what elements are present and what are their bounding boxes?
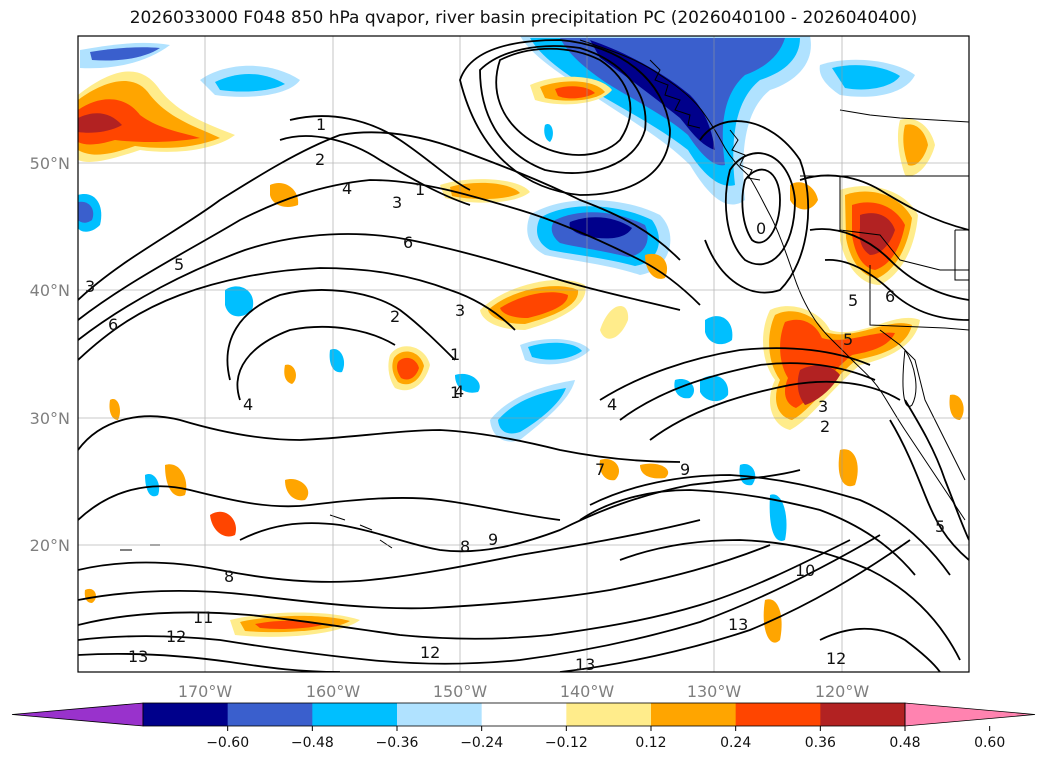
lon-label: 120°W [815, 682, 870, 701]
contour-label: 8 [224, 567, 234, 586]
contour-label: 5 [843, 330, 853, 349]
contour-labels: 1 2 4 3 1 6 5 3 6 2 3 1 1 4 4 4 5 6 5 3 … [85, 115, 945, 674]
contour-label: 4 [342, 179, 352, 198]
contour-label: 3 [455, 301, 465, 320]
contour-label: 4 [454, 382, 464, 401]
colorbar-segment [651, 703, 737, 726]
colorbar-tick-label: −0.60 [206, 735, 249, 751]
contour-label: 7 [595, 460, 605, 479]
colorbar-tick-label: −0.48 [291, 735, 334, 751]
lat-axis: 50°N 40°N 30°N 20°N [30, 154, 70, 555]
contour-label: 12 [166, 627, 186, 646]
contour-label: 5 [935, 517, 945, 536]
colorbar-segment [481, 703, 567, 726]
contour-lines [78, 39, 969, 672]
lat-label: 30°N [30, 409, 70, 428]
contour-label: 12 [826, 649, 846, 668]
contour-label: 1 [316, 115, 326, 134]
contour-label: 11 [193, 608, 213, 627]
contour-label: 6 [108, 315, 118, 334]
contour-label: 1 [450, 345, 460, 364]
lon-axis: 170°W 160°W 150°W 140°W 130°W 120°W [178, 682, 870, 701]
contour-label: 9 [680, 460, 690, 479]
contour-label: 2 [820, 417, 830, 436]
colorbar-segment [735, 703, 821, 726]
contour-label: 5 [848, 291, 858, 310]
contour-label: 2 [390, 307, 400, 326]
contour-label: 13 [128, 647, 148, 666]
colorbar-segment [143, 703, 229, 726]
colorbar-segment [820, 703, 906, 726]
colorbar-segment [227, 703, 313, 726]
colorbar-tick-label: 0.60 [974, 735, 1005, 751]
contour-label: 9 [488, 530, 498, 549]
shading-layer [78, 36, 964, 643]
contour-label: 3 [85, 277, 95, 296]
lon-label: 150°W [433, 682, 488, 701]
contour-label: 1 [415, 180, 425, 199]
contour-label: 6 [403, 233, 413, 252]
colorbar-tick-label: 0.36 [805, 735, 836, 751]
contour-label: 4 [243, 395, 253, 414]
colorbar-tick-label: 0.24 [720, 735, 751, 751]
contour-label: 3 [392, 193, 402, 212]
plot-frame [77, 35, 970, 673]
contour-label: 6 [885, 287, 895, 306]
contour-label: 4 [607, 395, 617, 414]
contour-label: 2 [315, 150, 325, 169]
lat-label: 50°N [30, 154, 70, 173]
lat-label: 20°N [30, 536, 70, 555]
lon-label: 170°W [178, 682, 233, 701]
contour-label: 13 [575, 655, 595, 674]
colorbar-tick-label: −0.24 [460, 735, 503, 751]
colorbar-frame [142, 702, 906, 727]
contour-label: 3 [818, 397, 828, 416]
colorbar-extend-min [11, 702, 144, 727]
lon-label: 130°W [687, 682, 742, 701]
contour-label: 0 [756, 219, 766, 238]
map-title: 2026033000 F048 850 hPa qvapor, river ba… [129, 8, 918, 28]
colorbar-tick-label: −0.12 [545, 735, 588, 751]
contour-label: 13 [728, 615, 748, 634]
colorbar-tick-label: −0.36 [376, 735, 419, 751]
contour-label: 1 [450, 383, 460, 402]
contour-label: 8 [460, 537, 470, 556]
lon-label: 140°W [560, 682, 615, 701]
colorbar-segment [312, 703, 398, 726]
lon-label: 160°W [306, 682, 361, 701]
contour-label: 5 [174, 255, 184, 274]
colorbar-extend-max [904, 702, 1036, 727]
lat-label: 40°N [30, 281, 70, 300]
colorbar-segment [397, 703, 483, 726]
colorbar-tick-label: 0.48 [889, 735, 920, 751]
colorbar-tick-label: 0.12 [635, 735, 666, 751]
colorbar: −0.60 −0.48 −0.36 −0.24 −0.12 0.12 0.24 0.36 0.4… [11, 702, 1036, 751]
contour-label: 12 [420, 643, 440, 662]
colorbar-segment [566, 703, 652, 726]
contour-label: 10 [795, 561, 815, 580]
